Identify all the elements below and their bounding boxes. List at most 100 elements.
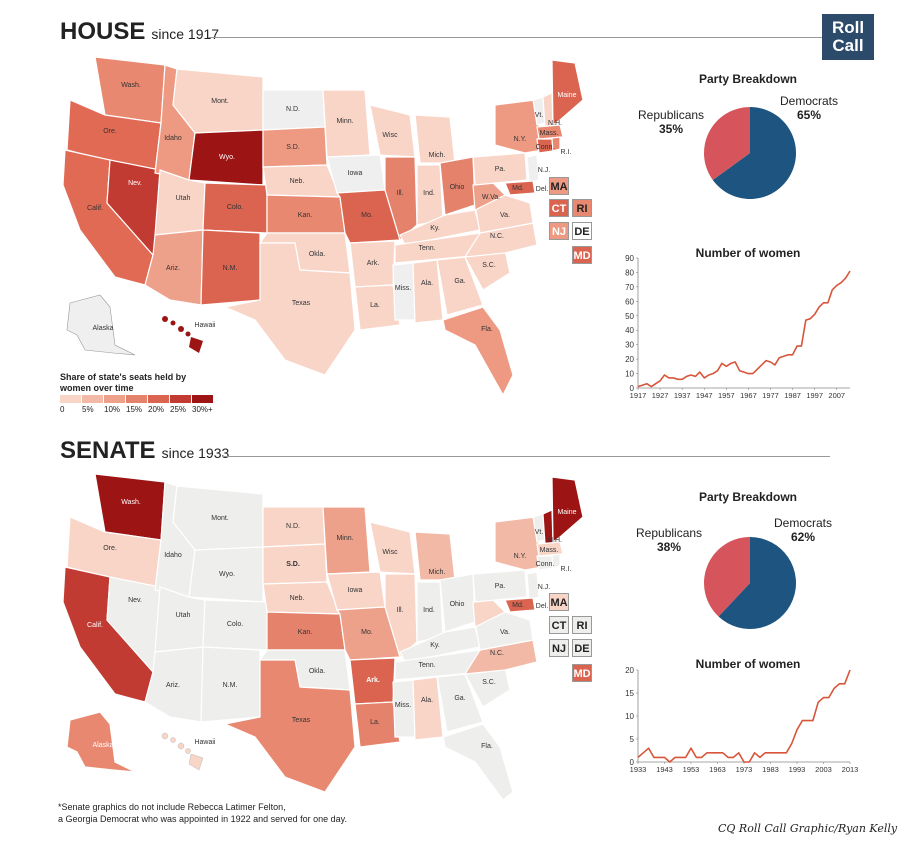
- label-mi: Mich.: [429, 569, 446, 576]
- y-tick-label: 5: [630, 735, 635, 744]
- label-ks: Kan.: [298, 629, 312, 636]
- senate-rep-pct: 38%: [657, 540, 682, 554]
- chip-ri: RI: [572, 199, 592, 217]
- label-de: Del.: [536, 603, 549, 610]
- label-vt: Vt.: [535, 529, 544, 536]
- state-nj: [526, 571, 540, 601]
- label-la: La.: [370, 719, 380, 726]
- label-nd: N.D.: [286, 523, 300, 530]
- label-ok: Okla.: [309, 668, 325, 675]
- legend-title: Share of state's seats held by women ove…: [60, 372, 187, 393]
- legend-tick: 20%: [148, 405, 165, 414]
- senate-title: SENATE since 1933: [60, 437, 229, 465]
- chip-ri: RI: [572, 616, 592, 634]
- label-nh: N.H.: [548, 537, 562, 544]
- state-wi: [369, 521, 416, 575]
- label-ca: Calif.: [87, 205, 103, 212]
- label-mo: Mo.: [361, 629, 373, 636]
- label-ca: Calif.: [87, 622, 103, 629]
- x-tick-label: 1983: [762, 765, 779, 774]
- label-in: Ind.: [423, 607, 435, 614]
- legend-ticks: 0 5% 10% 15% 20% 25% 30%+: [54, 405, 244, 417]
- x-tick-label: 2003: [815, 765, 832, 774]
- label-in: Ind.: [423, 190, 435, 197]
- house-rule: [208, 37, 822, 38]
- chip-md: MD: [572, 664, 592, 682]
- house-rep-name: Republicans: [638, 108, 705, 122]
- y-tick-label: 20: [625, 355, 634, 364]
- senate-line-chart: 0 5 10 15 20 1933 1943 1953 1963 1973 1983 1993 2003…: [625, 666, 858, 774]
- x-tick-label: 1963: [709, 765, 726, 774]
- y-tick-label: 0: [630, 384, 635, 393]
- state-me: [551, 476, 584, 544]
- label-nm: N.M.: [223, 265, 238, 272]
- senate-dem-name: Democrats: [774, 516, 833, 530]
- label-ut: Utah: [176, 195, 191, 202]
- chip-de: DE: [572, 639, 592, 657]
- label-mo: Mo.: [361, 212, 373, 219]
- label-tx: Texas: [292, 717, 311, 724]
- x-tick-label: 1927: [652, 391, 669, 400]
- x-tick-label: 1917: [630, 391, 647, 400]
- logo-line-1: Roll: [831, 18, 865, 37]
- series-line: [637, 270, 851, 388]
- state-ma: [536, 541, 564, 557]
- label-ri: R.I.: [561, 566, 572, 573]
- label-id: Idaho: [164, 552, 182, 559]
- state-hi: [161, 732, 204, 771]
- legend-swatch: [126, 395, 147, 403]
- label-wy: Wyo.: [219, 154, 235, 161]
- label-de: Del.: [536, 186, 549, 193]
- chip-de: DE: [572, 222, 592, 240]
- state-ri: [551, 136, 561, 152]
- label-va: Va.: [500, 629, 510, 636]
- label-ms: Miss.: [395, 285, 411, 292]
- label-vt: Vt.: [535, 112, 544, 119]
- label-ga: Ga.: [454, 695, 465, 702]
- series-line: [637, 669, 851, 763]
- house-rep-pct: 35%: [659, 122, 684, 136]
- state-wa: [94, 56, 166, 124]
- label-co: Colo.: [227, 204, 243, 211]
- senate-map: Wash. Ore. Calif. Nev. Idaho Mont. Wyo. …: [62, 473, 584, 801]
- state-fl: [442, 723, 514, 801]
- house-title-text: HOUSE: [60, 18, 146, 45]
- credit: CQ Roll Call Graphic/Ryan Kelly: [718, 822, 898, 835]
- house-rep-label: Republicans 35%: [638, 108, 704, 136]
- y-tick-label: 20: [625, 666, 634, 675]
- state-tx: [223, 242, 356, 376]
- chip-md: MD: [572, 246, 592, 264]
- label-il: Ill.: [397, 190, 404, 197]
- state-ny: [494, 99, 544, 154]
- label-ne: Neb.: [290, 178, 305, 185]
- senate-rep-label: Republicans 38%: [636, 526, 702, 554]
- house-pie-rep-slice: [704, 107, 750, 181]
- footnote-line-1: *Senate graphics do not include Rebecca …: [58, 802, 286, 812]
- label-or: Ore.: [103, 545, 117, 552]
- house-dem-name: Democrats: [780, 94, 839, 108]
- x-tick-label: 1953: [683, 765, 700, 774]
- label-ia: Iowa: [348, 170, 363, 177]
- label-nc: N.C.: [490, 233, 504, 240]
- state-ak: [66, 294, 136, 356]
- label-me: Maine: [557, 92, 576, 99]
- house-line-chart: 0 10 20 30 40 50 60 70 80 90 1917 1927 1937 1947 1957 1…: [625, 254, 851, 400]
- legend-tick: 5%: [82, 405, 94, 414]
- state-me: [551, 59, 584, 127]
- state-ri: [551, 553, 561, 569]
- label-nj: N.J.: [538, 167, 551, 174]
- label-wi: Wisc: [382, 549, 398, 556]
- label-fl: Fla.: [481, 743, 493, 750]
- x-tick-label: 1977: [762, 391, 779, 400]
- state-la: [354, 284, 401, 331]
- chip-nj: NJ: [549, 222, 569, 240]
- state-wa: [94, 473, 166, 541]
- label-mt: Mont.: [211, 98, 229, 105]
- label-wa: Wash.: [121, 82, 141, 89]
- label-ar: Ark.: [366, 677, 380, 684]
- senate-pie: [704, 537, 796, 629]
- label-pa: Pa.: [495, 583, 506, 590]
- chip-nj: NJ: [549, 639, 569, 657]
- legend-swatch: [82, 395, 103, 403]
- logo-line-2: Call: [832, 36, 864, 55]
